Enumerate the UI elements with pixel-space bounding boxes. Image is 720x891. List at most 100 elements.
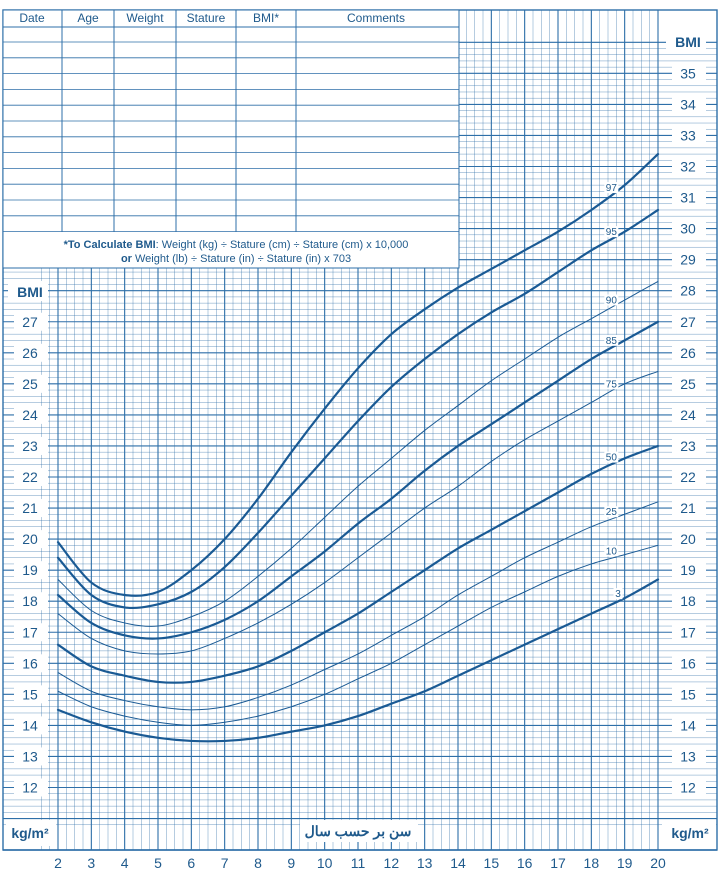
percentile-labels: 97 95 90 85 75 50 25 10 3: [604, 182, 623, 600]
y-tick-right-bg: [672, 716, 706, 735]
y-tick-right: 17: [680, 624, 696, 640]
y-tick-right: 26: [680, 345, 696, 361]
y-tick-left: 21: [22, 500, 38, 516]
y-tick-right-bg: [672, 778, 706, 797]
x-tick: 12: [384, 855, 400, 871]
y-tick-left-bg: [14, 530, 48, 549]
y-tick-left: 19: [22, 562, 38, 578]
unit-left-label: kg/m²: [11, 825, 49, 841]
y-tick-right: 27: [680, 314, 696, 330]
y-tick-right: 13: [680, 748, 696, 764]
percentile-label-bg: [604, 182, 619, 194]
y-tick-left: 12: [22, 780, 38, 796]
percentile-curves: [56, 152, 660, 743]
y-tick-left: 23: [22, 438, 38, 454]
unit-right-label-bg: [662, 820, 716, 846]
x-tick: 5: [154, 855, 162, 871]
y-tick-right: 24: [680, 407, 696, 423]
unit-left-label-bg: [6, 820, 56, 846]
y-tick-left-bg: [14, 623, 48, 642]
bmi-left-label-bg: [8, 281, 48, 301]
x-tick: 11: [351, 855, 366, 871]
percentile-label-bg: [604, 378, 619, 390]
y-tick-right: 30: [680, 221, 696, 237]
y-tick-right-bg: [672, 219, 706, 238]
column-header-stature: Stature: [187, 11, 226, 25]
bmi-formula-metric-bold: *To Calculate BMI: [64, 239, 156, 251]
x-tick: 19: [617, 855, 633, 871]
percentile-curve-85: [56, 320, 660, 640]
bmi-right-label: BMI: [675, 34, 701, 50]
percentile-curve-75: [57, 370, 659, 655]
x-axis-label-bg: [300, 820, 418, 842]
y-tick-right: 18: [680, 593, 696, 609]
x-tick: 16: [517, 855, 533, 871]
y-tick-right-bg: [672, 157, 706, 176]
y-tick-left-bg: [14, 778, 48, 797]
bmi-right-label-bg: [666, 31, 706, 51]
y-tick-right: 28: [680, 283, 696, 299]
bmi-formula-metric-rest: : Weight (kg) ÷ Stature (cm) ÷ Stature (…: [156, 239, 409, 251]
y-tick-right-bg: [672, 468, 706, 486]
percentile-label-90: 90: [606, 295, 618, 306]
x-tick: 2: [54, 855, 62, 871]
y-tick-right: 12: [680, 780, 696, 796]
percentile-curve-50: [56, 444, 660, 684]
y-tick-left-bg: [14, 343, 48, 362]
y-tick-right-bg: [672, 126, 706, 145]
x-tick: 20: [650, 855, 666, 871]
percentile-label-bg: [613, 588, 623, 600]
y-tick-left-bg: [14, 405, 48, 424]
y-tick-labels-right: 12 13 14 15 16 17 18 19 20 21 22 23 24 25 26 27 28 29 30 31…: [672, 64, 706, 797]
y-tick-left: 26: [22, 345, 38, 361]
y-tick-left-bg: [14, 436, 48, 455]
percentile-curve-25: [57, 501, 659, 711]
y-tick-left-bg: [14, 468, 48, 486]
percentile-label-95: 95: [606, 227, 618, 238]
y-tick-left-bg: [14, 747, 48, 766]
y-tick-left-bg: [14, 716, 48, 735]
record-table: Date Age Weight Stature BMI* Comments *T…: [2, 9, 460, 269]
y-tick-left: 14: [22, 717, 38, 733]
percentile-curve-95: [56, 208, 660, 610]
x-tick: 3: [87, 855, 95, 871]
y-tick-right-bg: [672, 95, 706, 114]
y-tick-right-bg: [672, 436, 706, 455]
column-header-weight: Weight: [126, 11, 164, 25]
y-tick-left: 25: [22, 376, 38, 392]
y-tick-right: 22: [680, 469, 696, 485]
percentile-label-bg: [604, 545, 619, 557]
y-tick-left-bg: [14, 374, 48, 393]
x-tick: 7: [221, 855, 229, 871]
x-tick: 10: [317, 855, 333, 871]
y-tick-right: 16: [680, 655, 696, 671]
y-tick-right: 23: [680, 438, 696, 454]
percentile-label-25: 25: [606, 507, 618, 518]
y-tick-right-bg: [672, 747, 706, 766]
y-tick-right-bg: [672, 188, 706, 207]
x-tick: 8: [254, 855, 262, 871]
percentile-label-85: 85: [606, 336, 618, 347]
y-tick-left-bg: [14, 499, 48, 518]
y-tick-right-bg: [672, 592, 706, 611]
percentile-curve-3: [56, 578, 660, 743]
x-tick-labels: 2 3 4 5 6 7 8 9 10 11 12 13 14 15 16 17 18 19 20: [54, 855, 666, 871]
unit-right-label: kg/m²: [671, 825, 709, 841]
percentile-label-bg: [604, 451, 619, 463]
y-tick-right: 34: [680, 96, 696, 112]
y-tick-right-bg: [672, 64, 706, 83]
y-tick-left: 20: [22, 531, 38, 547]
y-tick-left: 27: [22, 314, 38, 330]
x-tick: 9: [287, 855, 295, 871]
percentile-label-bg: [604, 226, 619, 238]
y-tick-right-bg: [672, 343, 706, 362]
percentile-label-bg: [604, 506, 619, 518]
column-header-comments: Comments: [347, 11, 405, 25]
y-tick-labels-left: 12 13 14 15 16 17 18 19 20 21 22 23 24 25 26 27: [14, 312, 48, 797]
y-tick-right: 15: [680, 686, 696, 702]
percentile-label-3: 3: [615, 589, 621, 600]
y-tick-left: 17: [22, 624, 38, 640]
y-tick-right-bg: [672, 250, 706, 269]
bmi-formula-imperial-bold: or: [121, 253, 133, 265]
